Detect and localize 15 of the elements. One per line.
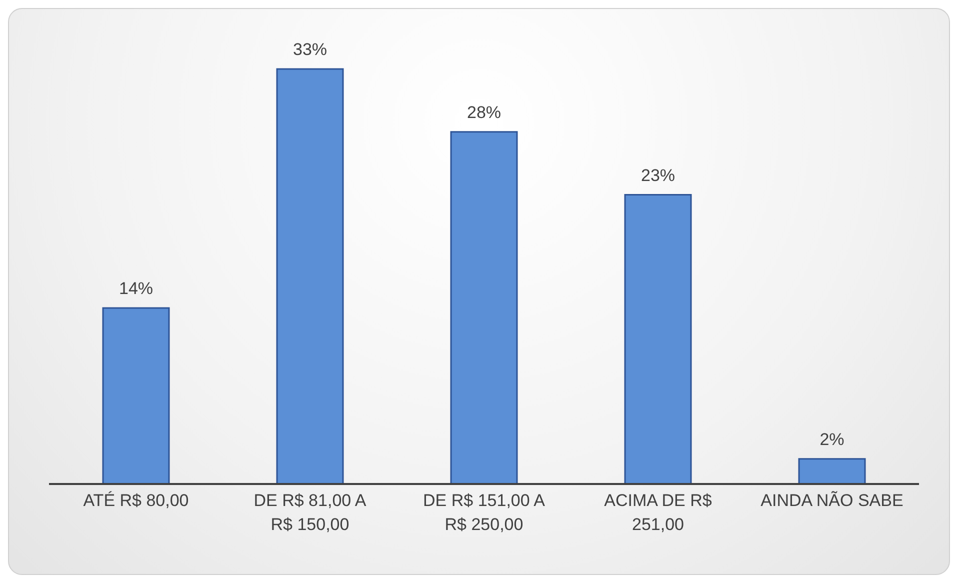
data-label: 14% — [118, 278, 154, 298]
data-label: 33% — [292, 40, 328, 59]
x-tick-label: AINDA NÃO SABE — [760, 491, 904, 510]
x-tick-label: ATÉ R$ 80,00 — [83, 491, 189, 510]
bar — [624, 194, 692, 485]
x-tick-label: DE R$ 151,00 A R$ 250,00 — [423, 491, 546, 534]
data-label: 2% — [820, 430, 844, 449]
x-tick-label: DE R$ 81,00 A R$ 150,00 — [254, 491, 367, 534]
data-label: 28% — [466, 102, 502, 122]
bar — [798, 458, 866, 485]
x-tick-label: ACIMA DE R$ 251,00 — [604, 491, 712, 534]
bar — [102, 307, 170, 485]
bar — [276, 68, 344, 485]
data-label: 23% — [640, 166, 676, 185]
bar — [450, 131, 518, 485]
